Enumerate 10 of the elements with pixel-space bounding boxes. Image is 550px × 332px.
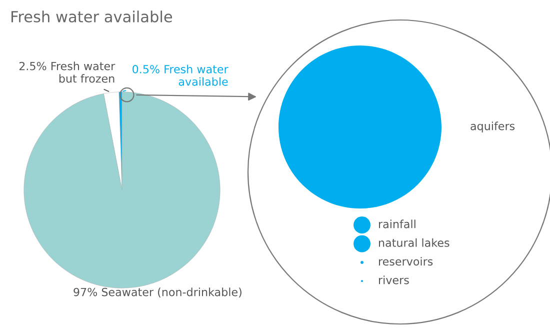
slice-label: 2.5% Fresh water but frozen (19, 62, 116, 83)
pie-slice (24, 92, 220, 288)
text: reservoirs (379, 257, 433, 266)
slice-label: 97% Seawater (non-drinkable) (74, 288, 242, 298)
text: rainfall (379, 220, 416, 228)
slice-label: 0.5% Fresh water available (132, 64, 228, 86)
text: natural lakes (379, 238, 450, 247)
text: rivers (379, 276, 409, 284)
text: aquifers (470, 122, 515, 132)
chart-title: Fresh water available (12, 10, 172, 22)
